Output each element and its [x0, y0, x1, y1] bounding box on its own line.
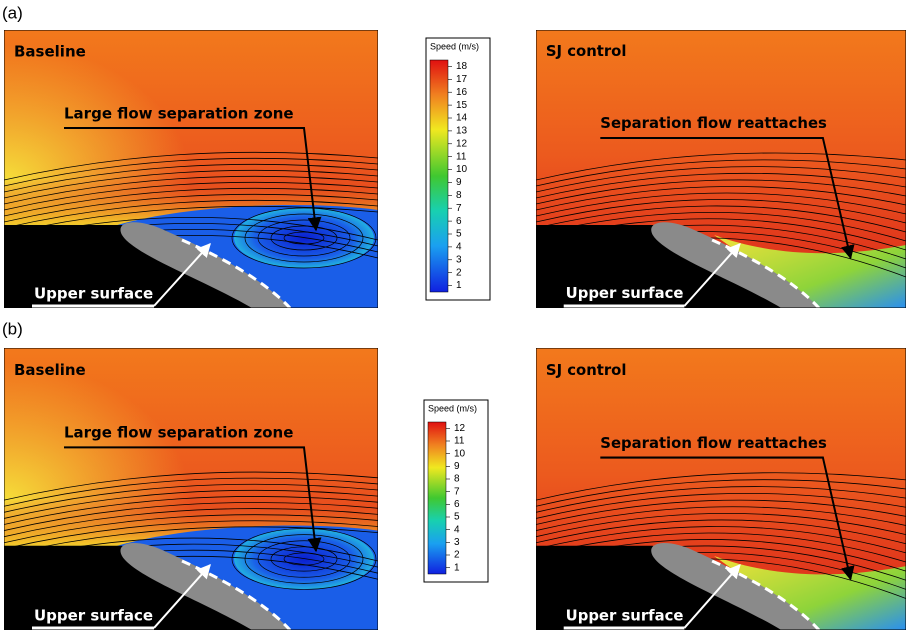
flow-image: Baseline Large flow separation zone Upper …	[4, 348, 378, 630]
colorbar-tick-label: 4	[454, 524, 460, 535]
colorbar-tick-label: 2	[454, 550, 460, 561]
panel-label: (b)	[2, 319, 23, 338]
surface-label: Upper surface	[34, 606, 153, 624]
colorbar-tick-label: 5	[454, 512, 460, 523]
surface-label: Upper surface	[566, 284, 684, 302]
image-title: Baseline	[14, 361, 86, 379]
colorbar-tick-label: 10	[454, 448, 466, 459]
colorbar-tick-label: 4	[456, 242, 462, 253]
flow-image: Baseline Large flow separation zone Upper …	[4, 30, 378, 308]
colorbar-tick-label: 10	[456, 164, 468, 175]
annotation: Large flow separation zone	[64, 424, 293, 442]
colorbar-title: Speed (m/s)	[430, 41, 479, 51]
colorbar-tick-label: 2	[456, 267, 462, 278]
image-title: SJ control	[546, 42, 627, 60]
colorbar-tick-label: 7	[454, 486, 460, 497]
colorbar-tick-label: 5	[456, 229, 462, 240]
image-title: Baseline	[14, 43, 86, 61]
surface-label: Upper surface	[566, 606, 684, 624]
colorbar	[428, 422, 446, 574]
colorbar-tick-label: 8	[454, 474, 460, 485]
colorbar	[430, 60, 448, 292]
colorbar-tick-label: 8	[456, 190, 462, 201]
colorbar-tick-label: 9	[456, 177, 462, 188]
colorbar-tick-label: 15	[456, 100, 468, 111]
panel-label: (a)	[2, 3, 23, 22]
image-title: SJ control	[546, 361, 627, 379]
colorbar-tick-label: 13	[456, 126, 468, 137]
colorbar-tick-label: 11	[454, 436, 465, 447]
colorbar-tick-label: 6	[454, 499, 460, 510]
annotation: Separation flow reattaches	[600, 114, 827, 132]
colorbar-tick-label: 12	[456, 138, 468, 149]
figure: (a) Baseline Large flow separation zone Upp…	[0, 0, 908, 632]
annotation: Large flow separation zone	[64, 105, 294, 123]
flow-image: SJ control Separation flow reattaches Uppe…	[536, 30, 906, 308]
colorbar-tick-label: 12	[454, 423, 466, 434]
surface-label: Upper surface	[34, 285, 153, 303]
colorbar-tick-label: 1	[456, 280, 462, 291]
colorbar-tick-label: 18	[456, 61, 468, 72]
colorbar-tick-label: 16	[456, 87, 468, 98]
colorbar-title: Speed (m/s)	[428, 403, 477, 413]
colorbar-tick-label: 11	[456, 151, 467, 162]
colorbar-tick-label: 1	[454, 562, 460, 573]
colorbar-tick-label: 6	[456, 216, 462, 227]
colorbar-tick-label: 7	[456, 203, 462, 214]
colorbar-tick-label: 9	[454, 461, 460, 472]
colorbar-tick-label: 17	[456, 74, 468, 85]
colorbar-tick-label: 14	[456, 113, 468, 124]
colorbar-tick-label: 3	[454, 537, 460, 548]
colorbar-tick-label: 3	[456, 254, 462, 265]
flow-image: SJ control Separation flow reattaches Uppe…	[536, 348, 906, 630]
annotation: Separation flow reattaches	[600, 434, 827, 452]
